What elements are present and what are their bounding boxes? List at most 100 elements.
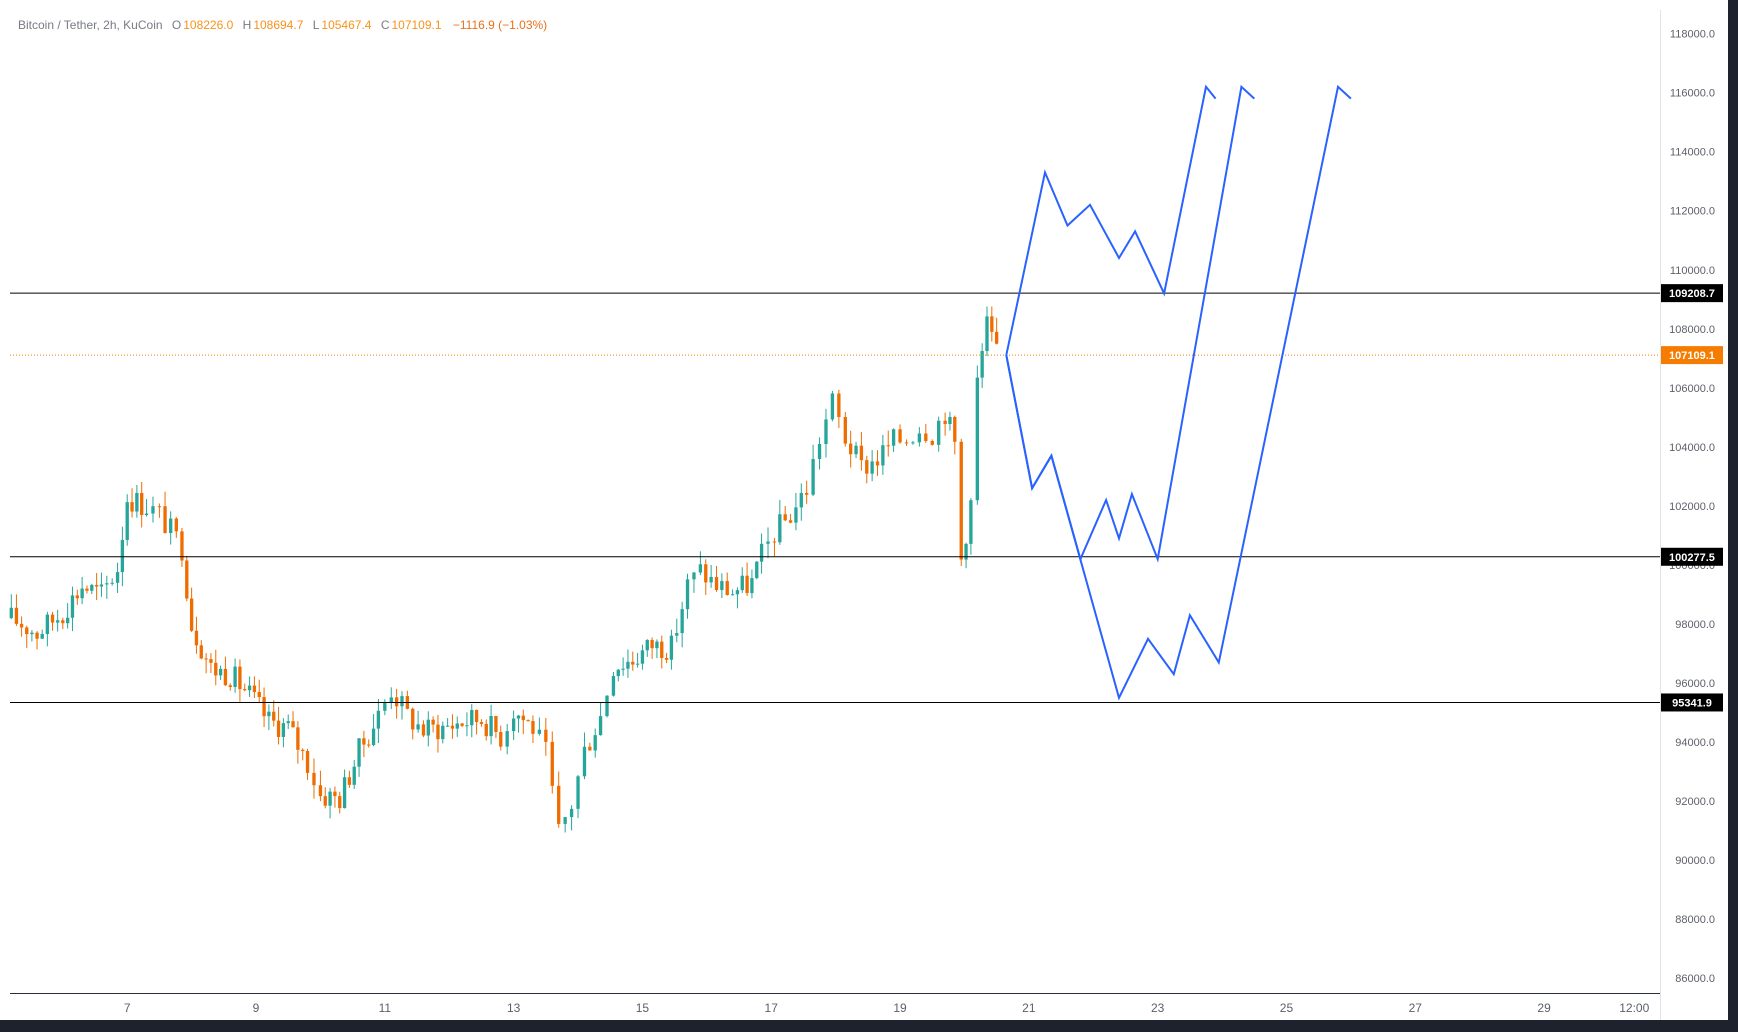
candle-body	[291, 721, 295, 728]
candle-body	[163, 506, 167, 534]
candle-body	[824, 419, 828, 445]
candle-body	[157, 506, 162, 508]
level-price-tag: 100277.5	[1669, 552, 1715, 564]
candle-body	[817, 444, 822, 460]
candle-body	[616, 669, 620, 677]
candle-body	[135, 492, 139, 512]
candle-body	[621, 668, 625, 670]
y-tick-label: 104000.0	[1669, 442, 1715, 454]
candle-body	[772, 541, 777, 543]
y-tick-label: 90000.0	[1675, 855, 1715, 867]
candle-body	[371, 728, 376, 746]
candle-body	[730, 594, 735, 596]
candle-body	[140, 492, 144, 516]
candle-body	[959, 441, 963, 560]
candle-body	[144, 513, 149, 516]
candle-body	[778, 514, 782, 543]
candle-body	[223, 668, 228, 686]
candle-body	[550, 741, 554, 786]
y-tick-label: 98000.0	[1675, 619, 1715, 631]
candle-body	[975, 377, 979, 501]
candle-body	[357, 738, 361, 767]
candle-body	[582, 746, 587, 777]
x-tick-label: 15	[636, 1001, 650, 1015]
candle-body	[19, 623, 24, 628]
candle-body	[576, 776, 580, 809]
candle-body	[904, 442, 909, 444]
candle-body	[257, 692, 261, 698]
candle-body	[125, 502, 129, 541]
x-tick-label: 13	[507, 1001, 521, 1015]
x-tick-label: 21	[1022, 1001, 1036, 1015]
x-tick-label: 25	[1280, 1001, 1294, 1015]
candle-body	[281, 723, 286, 737]
candle-body	[70, 595, 75, 618]
candle-body	[94, 584, 99, 587]
candle-body	[511, 718, 516, 732]
candle-body	[854, 445, 858, 455]
candle-body	[837, 393, 841, 418]
candle-body	[301, 749, 305, 752]
candle-body	[400, 696, 404, 707]
candle-body	[725, 581, 729, 596]
candle-body	[218, 668, 223, 676]
candle-body	[352, 766, 356, 785]
level-price-tag: 95341.9	[1672, 697, 1712, 709]
candle-body	[563, 817, 567, 824]
candle-body	[455, 723, 459, 729]
candle-body	[531, 721, 535, 734]
candle-body	[911, 442, 915, 444]
candle-body	[151, 506, 155, 514]
candle-body	[569, 808, 574, 818]
candle-body	[660, 641, 664, 659]
candle-body	[110, 582, 114, 584]
close-label: C	[380, 18, 390, 32]
candle-body	[709, 576, 713, 583]
y-tick-label: 112000.0	[1670, 206, 1715, 218]
candle-body	[994, 331, 999, 344]
candle-body	[323, 796, 327, 806]
current-price-tag-bg	[1661, 346, 1723, 365]
candle-body	[436, 724, 440, 740]
candle-body	[505, 731, 509, 747]
candle-body	[557, 785, 561, 824]
level-price-tag: 109208.7	[1669, 288, 1715, 300]
candle-body	[421, 724, 426, 736]
candle-body	[499, 732, 503, 747]
candle-body	[526, 720, 530, 722]
y-tick-label: 110000.0	[1670, 265, 1715, 277]
candle-body	[243, 689, 247, 691]
plot-background	[0, 0, 1660, 994]
candle-body	[189, 598, 194, 631]
candle-body	[645, 639, 649, 651]
candle-body	[898, 429, 902, 443]
candle-body	[635, 663, 640, 665]
y-tick-label: 114000.0	[1670, 147, 1715, 159]
low-value: 105467.4	[321, 18, 372, 32]
candle-body	[516, 715, 521, 719]
y-tick-label: 86000.0	[1675, 973, 1715, 985]
candle-body	[811, 459, 815, 495]
candle-body	[130, 502, 134, 512]
candle-body	[347, 777, 352, 785]
candle-body	[849, 443, 853, 455]
candle-body	[650, 639, 654, 649]
candle-body	[426, 719, 430, 736]
candle-body	[65, 617, 70, 624]
open-label: O	[171, 18, 182, 32]
candle-body	[214, 662, 218, 676]
y-tick-label: 88000.0	[1675, 914, 1715, 926]
candle-body	[755, 561, 759, 579]
candle-body	[180, 531, 184, 561]
x-tick-label: 19	[893, 1001, 907, 1015]
candle-body	[233, 666, 237, 687]
candle-body	[843, 417, 847, 444]
candle-body	[489, 715, 493, 737]
candle-body	[875, 461, 880, 466]
candle-body	[338, 796, 342, 809]
candle-body	[450, 725, 455, 729]
candle-body	[655, 641, 659, 649]
candle-body	[14, 607, 19, 624]
candle-body	[120, 540, 125, 573]
